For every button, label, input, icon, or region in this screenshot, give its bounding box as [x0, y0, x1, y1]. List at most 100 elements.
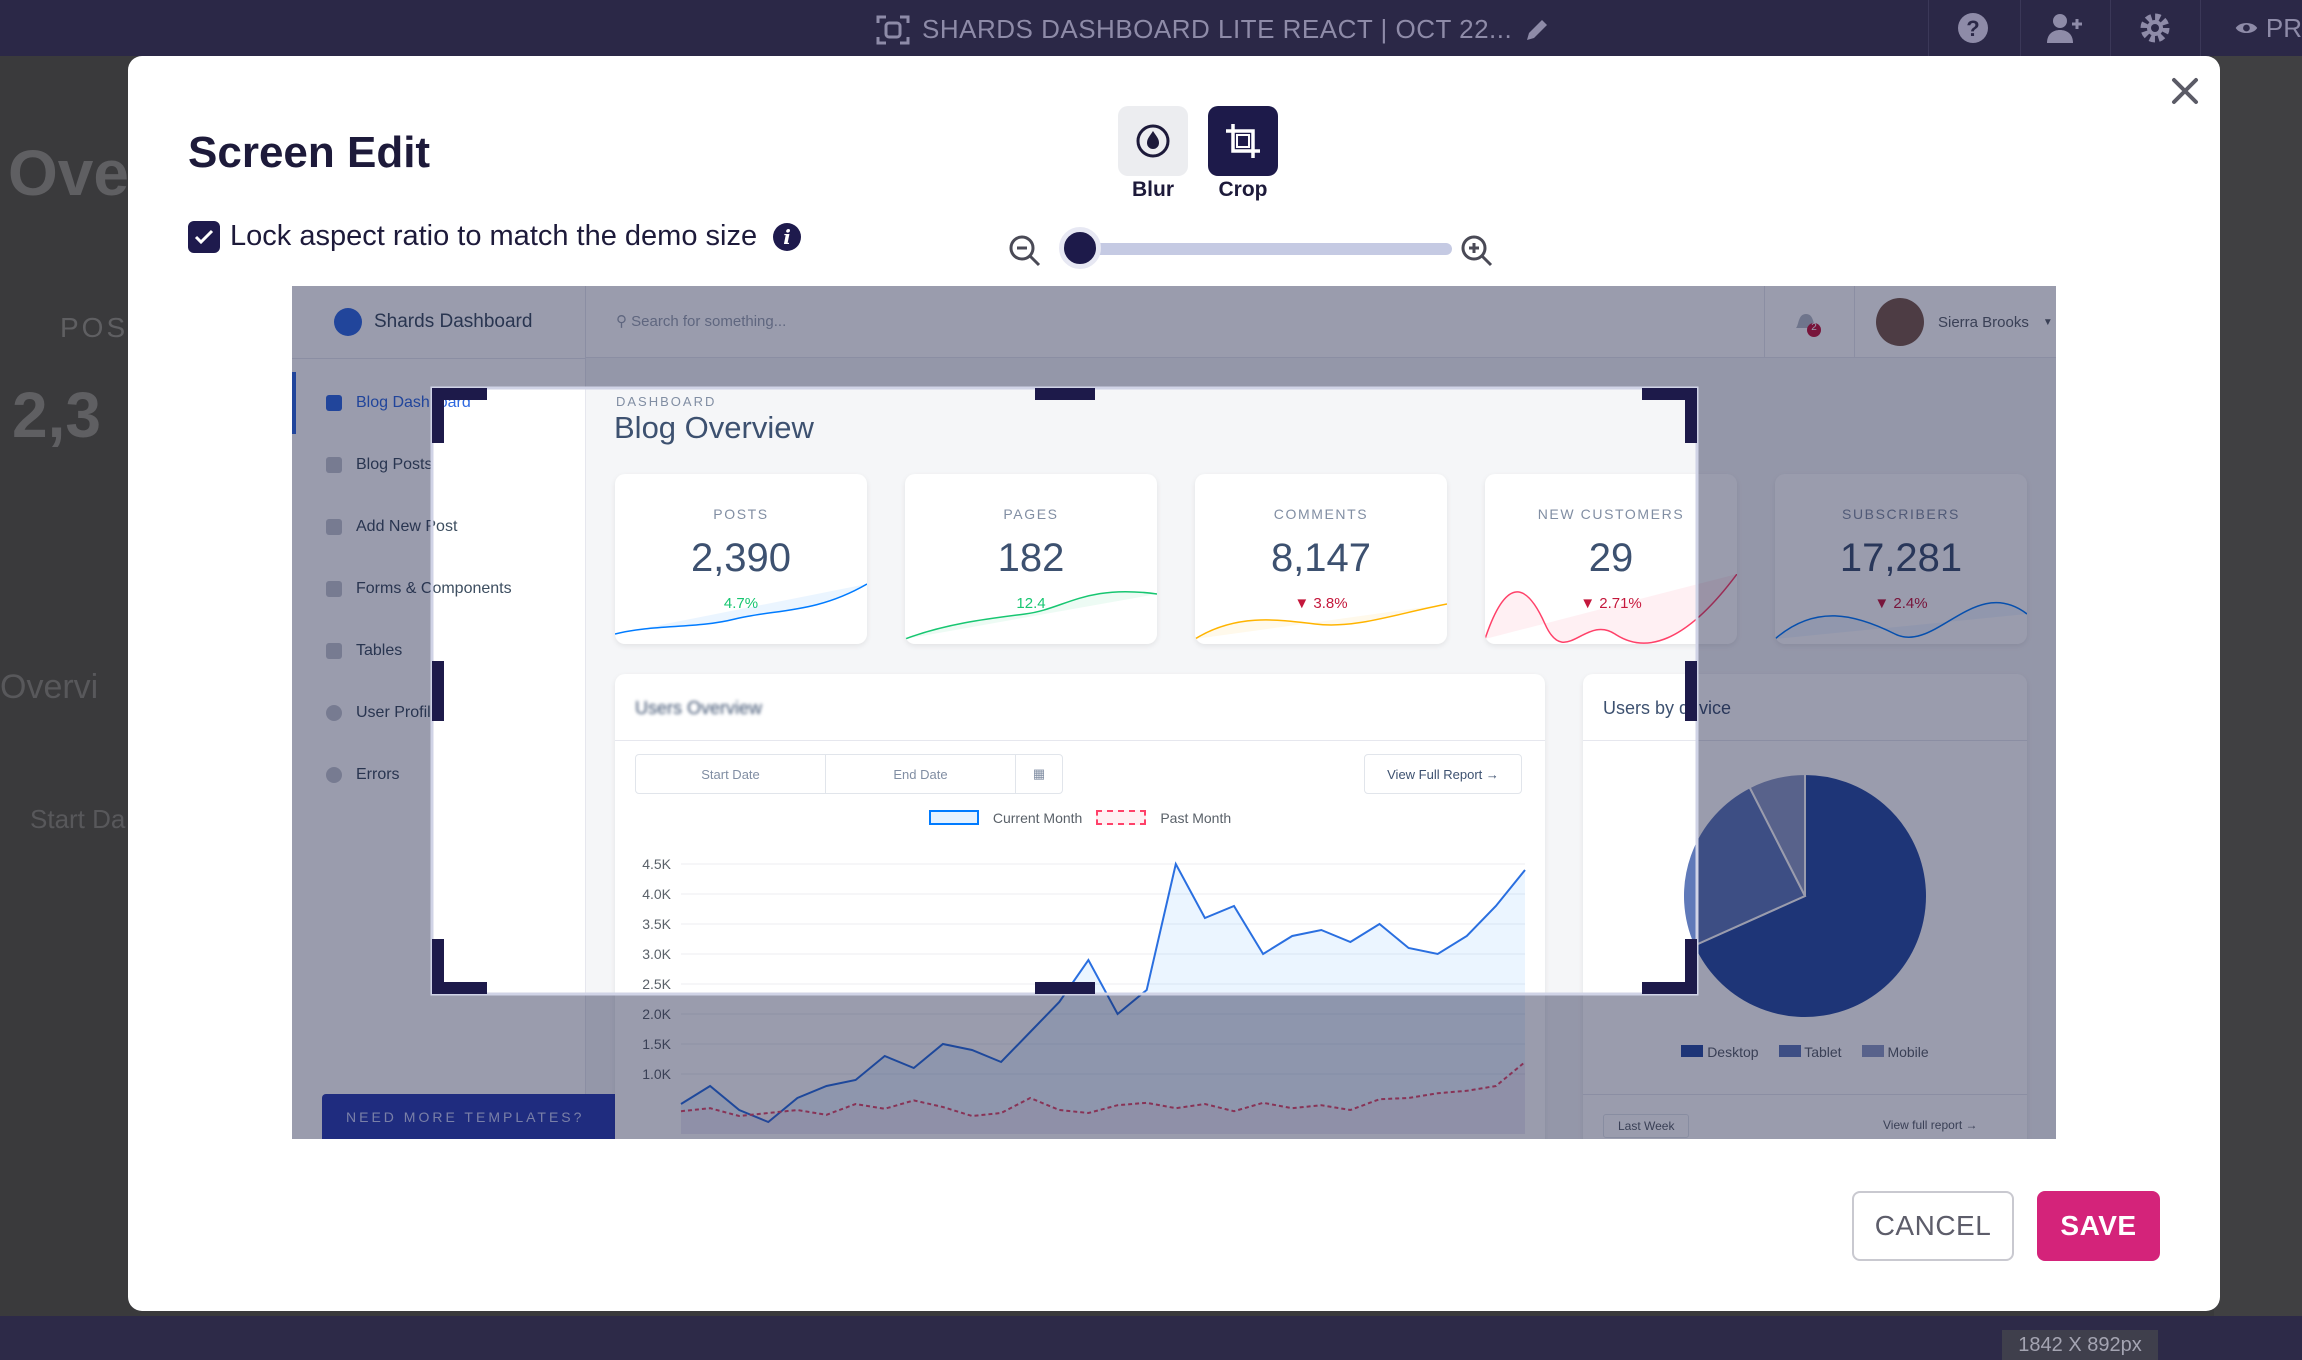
nav-label: Errors — [356, 766, 400, 784]
nav-item-tables[interactable]: Tables — [292, 620, 586, 682]
y-tick-label: 1.5K — [642, 1036, 671, 1052]
stat-label: COMMENTS — [1273, 506, 1369, 522]
stat-label: SUBSCRIBERS — [1775, 506, 2027, 522]
legend-desktop-swatch — [1681, 1045, 1704, 1057]
series-line-past-month — [680, 1061, 1526, 1118]
preview-nav: Blog Dashboard Blog Posts Add New Post F… — [292, 358, 586, 848]
preview-brand: Shards Dashboard — [334, 308, 532, 336]
y-tick-label: 4.5K — [642, 856, 671, 872]
crop-tool-button[interactable] — [1208, 106, 1278, 176]
caret-down-icon: ▼ — [2043, 317, 2053, 328]
crop-handle-top[interactable] — [1035, 388, 1095, 400]
crop-handle-right[interactable] — [1685, 661, 1697, 721]
nav-item-blog-posts[interactable]: Blog Posts — [292, 434, 586, 496]
legend-tablet-swatch — [1778, 1045, 1801, 1057]
y-tick-label: 2.5K — [642, 976, 671, 992]
nav-item-forms-components[interactable]: Forms & Components — [292, 558, 586, 620]
save-button[interactable]: SAVE — [2037, 1191, 2160, 1261]
nav-item-user-profile[interactable]: User Profile — [292, 682, 586, 744]
add-user-button[interactable] — [2020, 0, 2108, 56]
stat-card-comments: COMMENTS 8,147 ▼ 3.8% — [1195, 474, 1447, 644]
preview-button[interactable]: PR — [2200, 0, 2302, 56]
chart-legend: Current Month Past Month — [615, 810, 1545, 826]
legend-tablet: Tablet — [1778, 1044, 1842, 1060]
view-full-report-button[interactable]: View Full Report → — [1364, 754, 1522, 794]
sparkline — [1485, 574, 1737, 644]
project-title[interactable]: SHARDS DASHBOARD LITE REACT | OCT 22... — [876, 14, 1550, 45]
user-name: Sierra Brooks — [1938, 314, 2029, 331]
help-button[interactable]: ? — [1928, 0, 2016, 56]
preview-search[interactable]: ⚲ Search for something... — [616, 312, 786, 330]
cancel-button[interactable]: CANCEL — [1852, 1191, 2014, 1261]
crop-frame[interactable] — [430, 386, 1699, 996]
add-user-icon — [2046, 14, 2082, 43]
zoom-in-button[interactable] — [1460, 234, 1494, 273]
divider — [292, 358, 586, 359]
sparkline — [905, 590, 1157, 640]
stat-card-posts: POSTS 2,390 4.7% — [615, 474, 867, 644]
series-line-current-month — [680, 861, 1526, 1124]
legend-tablet-label: Tablet — [1804, 1044, 1841, 1060]
start-date-input[interactable]: Start Date — [636, 755, 826, 793]
sparkline — [1775, 601, 2027, 640]
crop-handle-bottom-right[interactable] — [1642, 939, 1697, 994]
stat-value: 2,390 — [690, 536, 792, 580]
zoom-slider-thumb[interactable] — [1059, 227, 1101, 269]
info-icon[interactable]: i — [773, 222, 802, 251]
crop-handle-bottom[interactable] — [1035, 982, 1095, 994]
screenshot-icon — [876, 15, 910, 44]
crop-handle-left[interactable] — [432, 661, 444, 721]
nav-label: Blog Posts — [356, 456, 432, 474]
crop-handles[interactable] — [432, 388, 1697, 994]
zoom-out-icon — [1009, 235, 1041, 267]
pencil-icon[interactable] — [1524, 17, 1550, 43]
help-icon: ? — [1957, 13, 1988, 43]
stat-label: POSTS — [713, 506, 769, 522]
notification-bell[interactable]: 2 — [1792, 308, 1824, 343]
project-title-text: SHARDS DASHBOARD LITE REACT | OCT 22... — [922, 14, 1513, 44]
calendar-icon[interactable]: ▦ — [1032, 766, 1046, 781]
lock-aspect-ratio-checkbox[interactable] — [188, 220, 220, 253]
dim-mask — [292, 286, 2056, 1139]
crop-handle-bottom-left[interactable] — [432, 939, 487, 994]
close-modal-button[interactable] — [2168, 74, 2202, 108]
user-icon — [326, 705, 342, 721]
nav-label: Tables — [356, 642, 402, 660]
legend-desktop-label: Desktop — [1707, 1044, 1758, 1060]
pie-slice-desktop — [1692, 772, 1928, 1019]
divider — [615, 740, 1545, 741]
nav-item-errors[interactable]: Errors — [292, 744, 586, 806]
bg-ghost-posts-value: 2,3 — [12, 379, 101, 451]
crop-handle-top-right[interactable] — [1642, 388, 1697, 443]
divider — [1583, 740, 2027, 741]
zoom-slider-track[interactable] — [1080, 243, 1452, 255]
preview-header: ⚲ Search for something... 2 Sierra Brook… — [586, 286, 2056, 358]
blur-tool-button[interactable] — [1118, 106, 1188, 176]
end-date-input[interactable]: End Date — [826, 755, 1016, 793]
zoom-out-button[interactable] — [1008, 234, 1042, 273]
blur-drop-icon — [1136, 124, 1170, 158]
user-menu[interactable]: Sierra Brooks ▼ — [1876, 298, 2053, 346]
crop-icon — [1226, 124, 1260, 158]
stat-value: 8,147 — [1270, 536, 1372, 580]
stat-change: ▼ 3.8% — [1294, 595, 1348, 612]
error-icon — [326, 767, 342, 783]
modal-title: Screen Edit — [188, 128, 431, 177]
series-area — [681, 1062, 1525, 1134]
lock-aspect-ratio-row: Lock aspect ratio to match the demo size… — [188, 220, 802, 253]
users-overview-chart: 4.5K 4.0K 3.5K 3.0K 2.5K 2.0K 1.5K 1.0K — [642, 856, 1526, 1134]
eye-icon — [2235, 22, 2258, 34]
date-range-picker: Start Date End Date ▦ — [635, 754, 1063, 794]
legend-current-label: Current Month — [992, 810, 1083, 826]
zoom-in-icon — [1461, 235, 1493, 267]
preview-brand-text: Shards Dashboard — [374, 311, 532, 333]
crop-handle-top-left[interactable] — [432, 388, 487, 443]
grid-icon — [326, 581, 342, 597]
users-by-device-card: Users by device Desktop Tablet Mobile La… — [1583, 674, 2027, 1139]
close-icon — [2172, 78, 2198, 104]
view-full-report-link[interactable]: View full report → — [1883, 1118, 1977, 1132]
stat-change: 12.4 — [1016, 595, 1046, 612]
settings-button[interactable] — [2110, 0, 2198, 56]
period-select[interactable]: Last Week — [1603, 1114, 1690, 1138]
crop-overlay[interactable] — [292, 286, 2056, 1139]
